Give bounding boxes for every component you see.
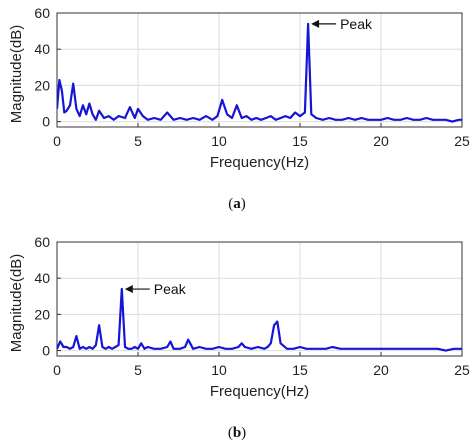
- y-tick-label: 40: [34, 270, 50, 286]
- x-tick-label: 5: [134, 133, 142, 149]
- x-tick-label: 0: [53, 133, 61, 149]
- series-line: [57, 287, 462, 352]
- x-axis-label: Frequency(Hz): [210, 383, 309, 400]
- caption-close-paren: ): [241, 425, 246, 441]
- x-tick-label: 20: [373, 133, 389, 149]
- peak-arrow-head: [124, 285, 133, 294]
- caption-close-paren: ): [241, 196, 246, 212]
- plot-frame: [56, 241, 463, 357]
- panel-a: 0 5 10 15 20 25 0 20 40 60 Frequency(Hz) Magnitude(…: [8, 5, 470, 212]
- panel-caption: (a): [228, 196, 246, 212]
- caption-open-paren: (: [228, 196, 233, 212]
- y-tick-label: 20: [34, 77, 50, 93]
- x-tick-label: 0: [53, 362, 61, 378]
- y-tick-label: 20: [34, 306, 50, 322]
- y-tick-label: 0: [42, 343, 50, 359]
- y-tick-label: 60: [34, 234, 50, 250]
- panel-b: 0 5 10 15 20 25 0 20 40 60 Frequency(Hz) Magnitude(…: [8, 234, 470, 441]
- x-tick-label: 25: [454, 133, 470, 149]
- plot-frame: [56, 12, 463, 128]
- x-tick-label: 15: [292, 362, 308, 378]
- x-tick-label: 10: [211, 133, 227, 149]
- peak-annotation-label: Peak: [154, 281, 187, 297]
- caption-letter: b: [233, 425, 241, 441]
- x-tick-label: 25: [454, 362, 470, 378]
- x-tick-label: 15: [292, 133, 308, 149]
- caption-open-paren: (: [228, 425, 233, 441]
- peak-annotation-label: Peak: [340, 16, 373, 32]
- y-tick-label: 60: [34, 5, 50, 21]
- y-axis-label: Magnitude(dB): [8, 25, 25, 123]
- panel-caption: (b): [228, 425, 246, 441]
- caption-letter: a: [233, 196, 241, 212]
- y-axis-label: Magnitude(dB): [8, 254, 25, 352]
- series-line: [57, 22, 462, 123]
- x-axis-label: Frequency(Hz): [210, 154, 309, 171]
- x-tick-label: 20: [373, 362, 389, 378]
- y-tick-label: 40: [34, 41, 50, 57]
- peak-arrow-head: [311, 19, 320, 28]
- x-tick-label: 5: [134, 362, 142, 378]
- x-tick-label: 10: [211, 362, 227, 378]
- y-tick-label: 0: [42, 114, 50, 130]
